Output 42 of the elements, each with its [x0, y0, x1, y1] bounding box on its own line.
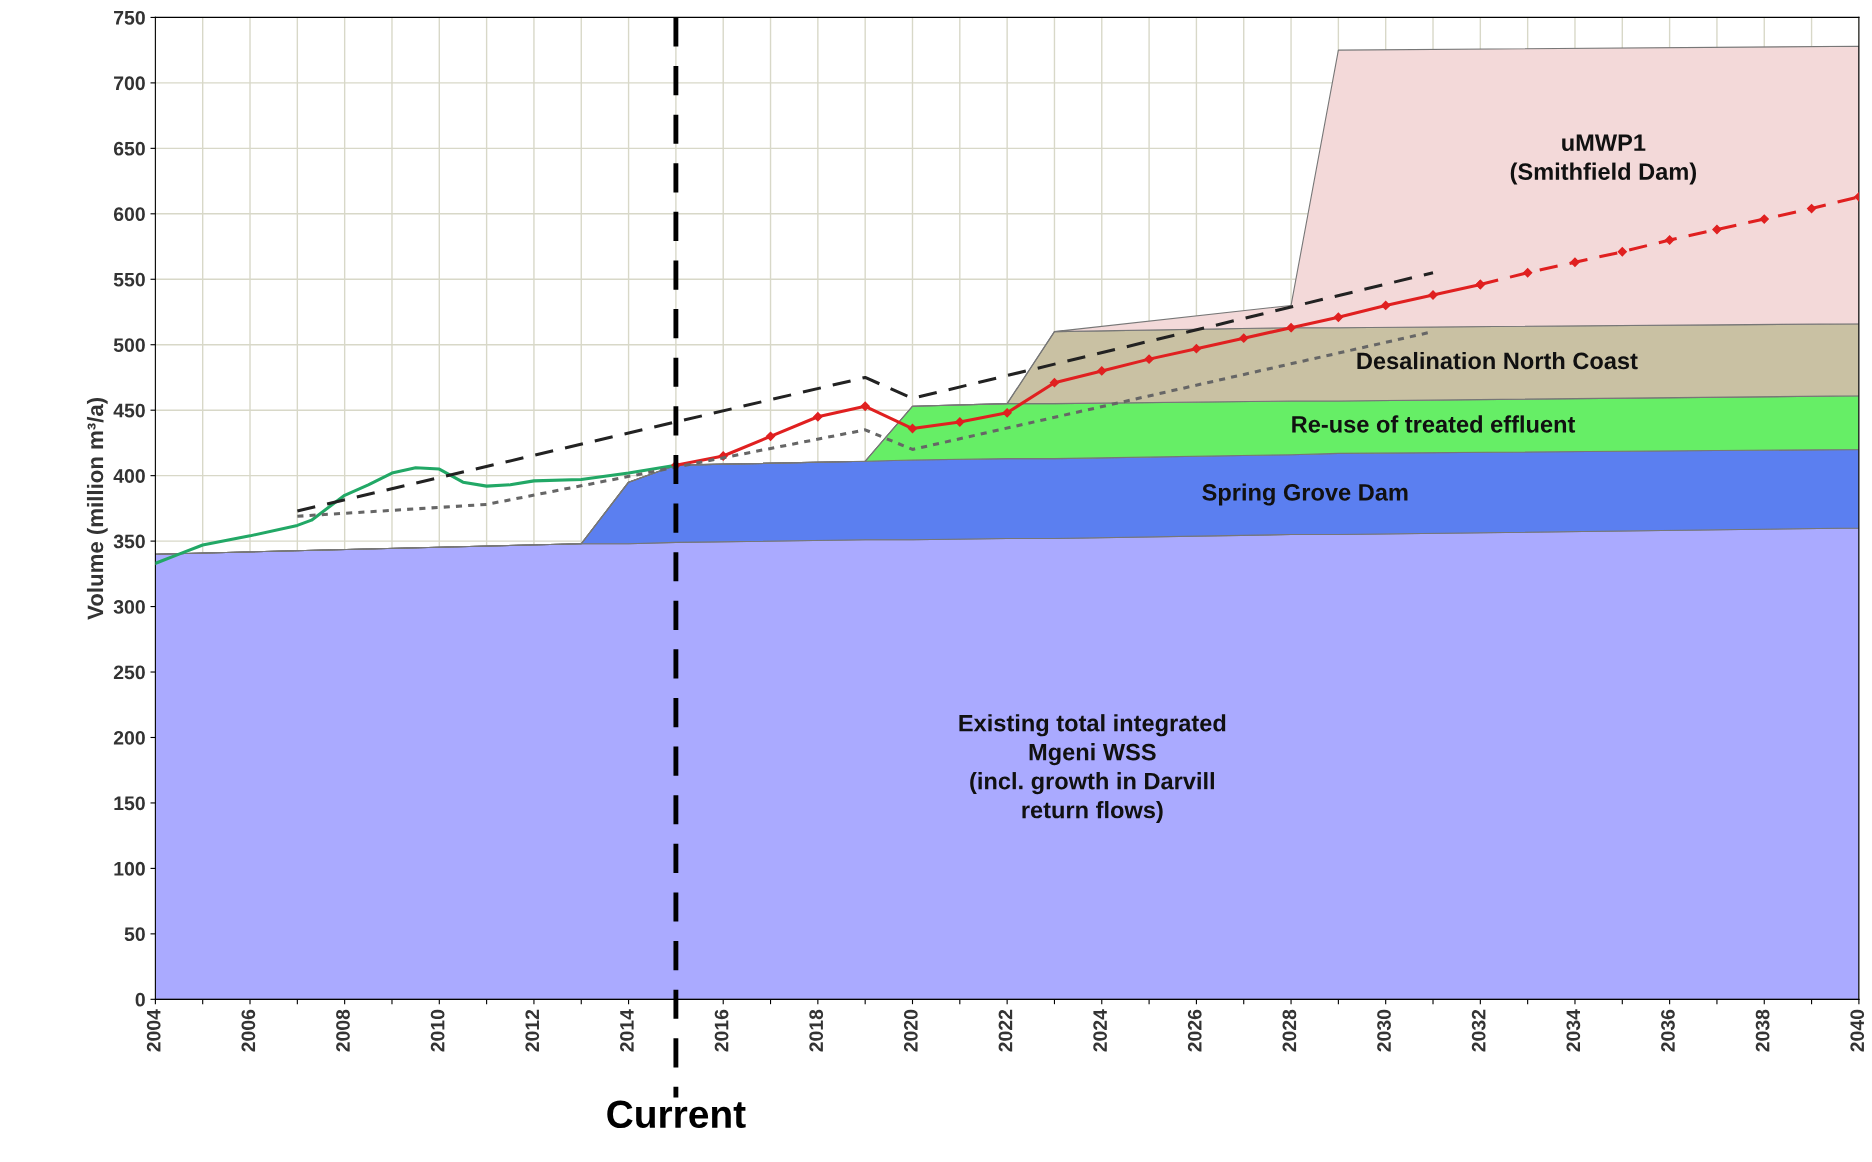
series-label: Desalination North Coast	[1357, 351, 1638, 370]
y-tick-label: 100	[114, 861, 145, 876]
x-tick-label: 2038	[1755, 1009, 1770, 1052]
x-tick-label: 2012	[525, 1009, 540, 1052]
y-axis-title: Volume (million m³/a)	[86, 397, 108, 620]
ref-line-label: Current	[607, 1100, 746, 1129]
x-tick-label: 2022	[998, 1009, 1013, 1052]
x-tick-label: 2020	[903, 1009, 918, 1052]
x-tick-label: 2010	[430, 1009, 445, 1052]
x-tick-label: 2008	[336, 1009, 350, 1052]
y-tick-label: 350	[113, 534, 145, 549]
y-tick-label: 50	[124, 927, 145, 942]
y-tick-label: 450	[113, 403, 145, 418]
series-label: Re-use of treated effluent	[1292, 415, 1576, 433]
x-tick-label: 2018	[809, 1009, 824, 1052]
y-tick-label: 300	[113, 600, 145, 614]
y-tick-label: 750	[114, 10, 145, 25]
series-label: uMWP1 (Smithfield Dam)	[1510, 134, 1696, 185]
y-tick-label: 200	[113, 730, 145, 745]
x-tick-label: 2016	[714, 1009, 729, 1052]
x-tick-label: 2004	[146, 1009, 161, 1052]
x-tick-label: 2028	[1282, 1009, 1297, 1052]
y-tick-label: 500	[113, 338, 145, 352]
x-tick-label: 2014	[620, 1009, 634, 1052]
x-tick-label: 2006	[241, 1009, 256, 1052]
x-tick-label: 2036	[1661, 1009, 1675, 1052]
x-tick-label: 2030	[1377, 1009, 1391, 1052]
x-tick-label: 2026	[1187, 1009, 1202, 1052]
x-tick-label: 2034	[1566, 1009, 1581, 1052]
y-tick-label: 550	[113, 272, 145, 287]
x-tick-label: 2024	[1093, 1009, 1107, 1052]
y-tick-label: 250	[113, 665, 145, 680]
x-tick-label: 2040	[1850, 1009, 1865, 1052]
y-tick-label: 0	[135, 992, 145, 1007]
x-tick-label: 2032	[1471, 1009, 1486, 1052]
series-label: Existing total integrated Mgeni WSS (incl. growth in Darvill return flows)	[959, 714, 1226, 824]
y-tick-label: 600	[113, 207, 145, 222]
y-tick-label: 400	[113, 469, 145, 483]
y-tick-label: 150	[114, 796, 145, 811]
y-tick-label: 700	[114, 76, 145, 91]
y-tick-label: 650	[113, 141, 145, 156]
series-label: Spring Grove Dam	[1202, 483, 1408, 506]
